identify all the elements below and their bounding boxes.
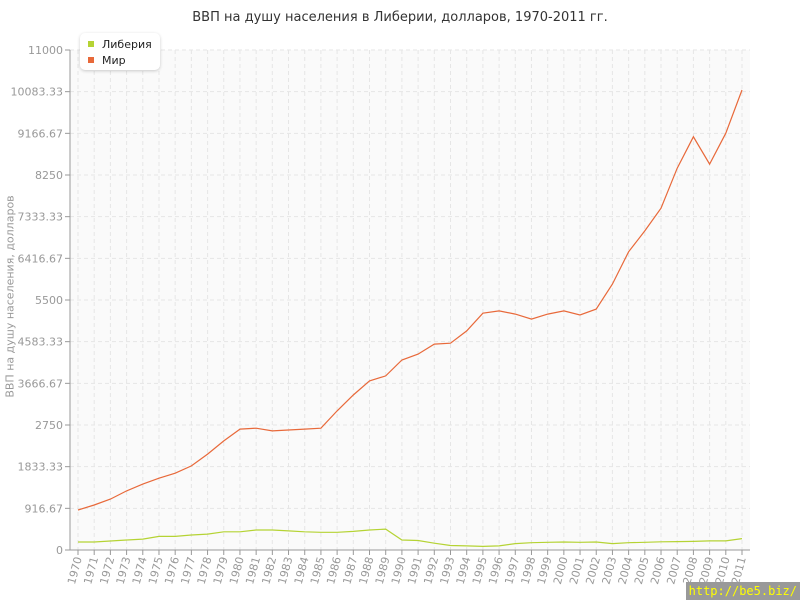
series-line-world xyxy=(77,89,743,511)
y-tick-label: 11000 xyxy=(28,44,63,57)
legend-label: Мир xyxy=(102,53,126,67)
legend-label: Либерия xyxy=(102,37,152,51)
y-tick-label: 10083.33 xyxy=(11,86,64,99)
y-tick-label: 916.67 xyxy=(25,502,64,515)
legend: Либерия Мир xyxy=(80,33,160,70)
chart-title: ВВП на душу населения в Либерии, долларо… xyxy=(192,10,608,25)
legend-item-liberia[interactable]: Либерия xyxy=(88,36,152,52)
series-line-liberia xyxy=(78,528,743,548)
watermark-link[interactable]: http://be5.biz/ xyxy=(685,582,800,600)
y-tick-label: 6416.67 xyxy=(18,252,64,265)
y-tick-label: 3666.67 xyxy=(18,377,64,390)
legend-item-world[interactable]: Мир xyxy=(88,52,152,68)
y-tick-label: 0 xyxy=(56,544,63,557)
legend-swatch xyxy=(88,57,94,63)
y-axis-label: ВВП на душу населения, долларов xyxy=(3,195,17,398)
y-tick-label: 2750 xyxy=(35,419,63,432)
y-tick-label: 8250 xyxy=(35,169,63,182)
y-tick-label: 5500 xyxy=(35,294,63,307)
y-tick-label: 1833.33 xyxy=(18,461,64,474)
y-tick-label: 7333.33 xyxy=(18,211,64,224)
y-tick-label: 9166.67 xyxy=(18,127,64,140)
legend-swatch xyxy=(88,41,94,47)
y-tick-label: 4583.33 xyxy=(18,336,64,349)
